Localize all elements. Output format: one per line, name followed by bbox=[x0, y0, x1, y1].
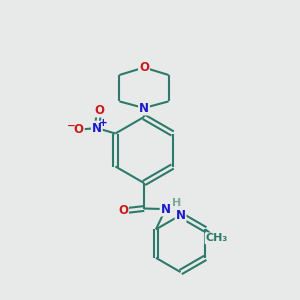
Text: N: N bbox=[160, 202, 171, 216]
Text: O: O bbox=[74, 123, 84, 136]
Text: N: N bbox=[92, 122, 102, 135]
Text: −: − bbox=[67, 121, 76, 131]
Text: O: O bbox=[118, 204, 128, 218]
Text: O: O bbox=[139, 61, 149, 74]
Text: CH₃: CH₃ bbox=[206, 233, 228, 243]
Text: O: O bbox=[94, 103, 104, 117]
Text: N: N bbox=[139, 101, 149, 115]
Text: +: + bbox=[99, 118, 108, 128]
Text: H: H bbox=[172, 197, 182, 208]
Text: N: N bbox=[176, 208, 186, 222]
